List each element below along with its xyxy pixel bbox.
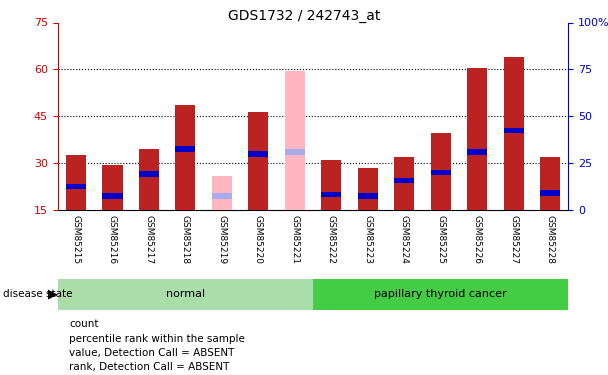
Text: GSM85221: GSM85221 bbox=[291, 215, 299, 264]
Text: rank, Detection Call = ABSENT: rank, Detection Call = ABSENT bbox=[69, 362, 230, 372]
Bar bbox=[321, 160, 341, 210]
Bar bbox=[430, 134, 451, 210]
Bar bbox=[102, 165, 122, 210]
Bar bbox=[175, 105, 195, 210]
Text: GSM85224: GSM85224 bbox=[400, 215, 409, 264]
Text: count: count bbox=[69, 320, 99, 329]
Text: GSM85220: GSM85220 bbox=[254, 215, 263, 264]
Bar bbox=[540, 157, 561, 210]
Bar bbox=[248, 151, 268, 157]
Bar bbox=[540, 190, 561, 196]
Bar bbox=[503, 57, 524, 210]
Bar bbox=[394, 177, 414, 183]
Text: value, Detection Call = ABSENT: value, Detection Call = ABSENT bbox=[69, 348, 235, 358]
Bar bbox=[321, 192, 341, 197]
Text: percentile rank within the sample: percentile rank within the sample bbox=[69, 334, 246, 344]
Bar bbox=[394, 157, 414, 210]
Bar bbox=[139, 149, 159, 210]
Bar bbox=[313, 279, 568, 310]
Bar bbox=[467, 149, 487, 155]
Bar bbox=[58, 279, 313, 310]
Text: GSM85222: GSM85222 bbox=[327, 215, 336, 264]
Text: GSM85219: GSM85219 bbox=[218, 215, 226, 264]
Text: GSM85227: GSM85227 bbox=[510, 215, 518, 264]
Bar bbox=[430, 170, 451, 176]
Bar bbox=[139, 171, 159, 177]
Text: GSM85228: GSM85228 bbox=[546, 215, 554, 264]
Text: GDS1732 / 242743_at: GDS1732 / 242743_at bbox=[228, 9, 380, 23]
Text: GSM85225: GSM85225 bbox=[437, 215, 445, 264]
Text: GSM85226: GSM85226 bbox=[473, 215, 482, 264]
Text: ▶: ▶ bbox=[48, 288, 58, 301]
Bar bbox=[212, 193, 232, 199]
Bar bbox=[102, 193, 122, 199]
Bar bbox=[248, 112, 268, 210]
Text: disease state: disease state bbox=[3, 290, 72, 299]
Text: normal: normal bbox=[166, 289, 205, 299]
Bar bbox=[66, 155, 86, 210]
Bar bbox=[212, 176, 232, 210]
Bar bbox=[467, 68, 487, 210]
Bar bbox=[285, 71, 305, 210]
Text: GSM85217: GSM85217 bbox=[145, 215, 153, 264]
Text: GSM85223: GSM85223 bbox=[364, 215, 372, 264]
Bar bbox=[175, 146, 195, 152]
Text: GSM85216: GSM85216 bbox=[108, 215, 117, 264]
Bar bbox=[358, 168, 378, 210]
Bar bbox=[285, 149, 305, 155]
Bar bbox=[358, 193, 378, 199]
Bar bbox=[66, 184, 86, 189]
Text: papillary thyroid cancer: papillary thyroid cancer bbox=[375, 289, 507, 299]
Bar bbox=[503, 128, 524, 133]
Text: GSM85218: GSM85218 bbox=[181, 215, 190, 264]
Text: GSM85215: GSM85215 bbox=[72, 215, 80, 264]
